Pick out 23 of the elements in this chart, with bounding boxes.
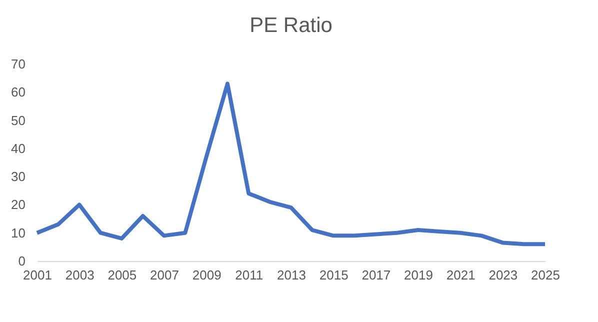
chart-title: PE Ratio bbox=[250, 14, 332, 37]
x-tick-label: 2021 bbox=[446, 268, 476, 282]
y-tick-label: 50 bbox=[11, 112, 26, 128]
y-tick-label: 40 bbox=[11, 140, 26, 156]
y-tick-label: 10 bbox=[11, 225, 26, 240]
x-tick-label: 2001 bbox=[23, 268, 52, 282]
x-tick-label: 2011 bbox=[235, 268, 264, 282]
y-tick-label: 60 bbox=[11, 84, 26, 100]
x-tick-label: 2009 bbox=[192, 268, 222, 282]
x-tick-label: 2023 bbox=[488, 268, 518, 282]
y-tick-label: 20 bbox=[11, 197, 26, 212]
y-tick-label: 0 bbox=[18, 254, 26, 268]
x-tick-label: 2025 bbox=[531, 268, 560, 282]
x-tick-label: 2013 bbox=[277, 268, 306, 282]
x-tick-label: 2005 bbox=[108, 268, 137, 282]
y-tick-label: 30 bbox=[11, 169, 26, 184]
x-tick-label: 2017 bbox=[362, 268, 391, 282]
y-tick-label: 70 bbox=[11, 56, 26, 72]
x-tick-label: 2003 bbox=[65, 268, 94, 282]
x-tick-label: 2015 bbox=[319, 268, 348, 282]
x-tick-label: 2019 bbox=[404, 268, 433, 282]
x-tick-label: 2007 bbox=[150, 268, 179, 282]
line-series bbox=[35, 82, 547, 246]
